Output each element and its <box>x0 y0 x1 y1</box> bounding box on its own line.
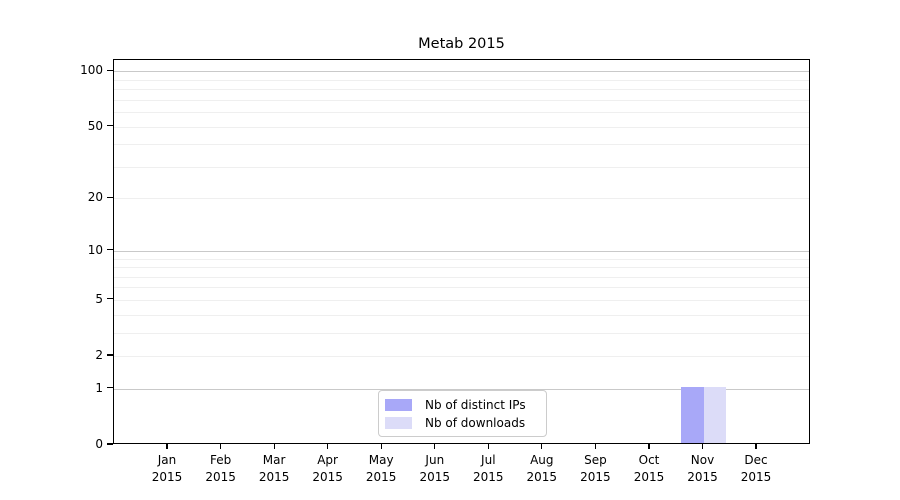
x-tick-label: Jun 2015 <box>419 453 451 484</box>
y-tick-mark <box>107 387 113 389</box>
y-tick-label: 2 <box>95 348 103 362</box>
x-tick-mark <box>380 444 382 449</box>
gridline-y-70 <box>114 99 809 101</box>
legend: Nb of distinct IPs Nb of downloads <box>378 390 547 437</box>
x-tick-mark <box>648 444 650 449</box>
x-tick-label: Dec 2015 <box>740 453 772 484</box>
gridline-y-50 <box>114 126 809 128</box>
gridline-y-100 <box>114 71 809 73</box>
x-tick-mark <box>327 444 329 449</box>
x-tick-label: Mar 2015 <box>258 453 290 484</box>
gridline-y-30 <box>114 166 809 168</box>
x-tick-mark <box>220 444 222 449</box>
plot-area <box>113 59 810 444</box>
x-tick-mark <box>166 444 168 449</box>
gridline-y-10 <box>114 250 809 252</box>
gridline-y-9 <box>114 258 809 260</box>
y-tick-label: 100 <box>80 63 103 78</box>
gridline-y-20 <box>114 198 809 200</box>
legend-swatch <box>385 417 412 429</box>
gridline-y-3 <box>114 332 809 334</box>
x-tick-mark <box>273 444 275 449</box>
x-tick-label: May 2015 <box>365 453 397 484</box>
x-tick-label: Nov 2015 <box>687 453 718 484</box>
gridline-y-6 <box>114 287 809 289</box>
gridline-y-7 <box>114 276 809 278</box>
gridline-y-2 <box>114 356 809 357</box>
y-tick-mark <box>107 354 113 356</box>
gridline-y-40 <box>114 144 809 146</box>
gridline-y-1 <box>114 388 809 390</box>
y-tick-label: 50 <box>87 118 103 133</box>
gridline-y-60 <box>114 112 809 114</box>
gridline-y-8 <box>114 267 809 268</box>
x-tick-label: Oct 2015 <box>633 453 665 484</box>
x-tick-mark <box>701 444 704 449</box>
x-tick-mark <box>755 444 757 449</box>
chart-title: Metab 2015 <box>418 36 505 52</box>
y-tick-mark <box>107 298 113 300</box>
x-tick-mark <box>541 444 543 449</box>
y-tick-mark <box>107 443 113 445</box>
gridline-y-80 <box>114 89 809 91</box>
y-tick-label: 5 <box>95 291 103 306</box>
legend-swatch <box>385 399 412 411</box>
x-tick-label: Feb 2015 <box>205 453 236 484</box>
x-tick-mark <box>487 444 489 449</box>
y-tick-mark <box>107 125 113 127</box>
y-tick-mark <box>107 196 113 198</box>
x-tick-label: Sep 2015 <box>580 453 611 484</box>
x-tick-mark <box>594 444 596 449</box>
y-tick-mark <box>107 249 113 251</box>
y-tick-label: 20 <box>87 190 103 205</box>
x-tick-label: Aug 2015 <box>526 453 558 484</box>
y-tick-label: 1 <box>95 380 103 395</box>
y-tick-mark <box>107 69 113 71</box>
x-tick-label: Apr 2015 <box>312 453 343 484</box>
x-tick-mark <box>434 444 436 449</box>
x-tick-label: Jul 2015 <box>473 453 504 484</box>
legend-item: Nb of downloads <box>385 415 538 431</box>
y-tick-label: 0 <box>95 437 103 451</box>
legend-item-label: Nb of downloads <box>425 416 526 430</box>
bar-nb-of-distinct-ips <box>681 386 704 443</box>
legend-item: Nb of distinct IPs <box>385 397 538 413</box>
y-tick-label: 10 <box>87 242 103 257</box>
x-tick-label: Jan 2015 <box>151 453 183 484</box>
gridline-y-4 <box>114 314 809 316</box>
bar-nb-of-downloads <box>703 386 726 443</box>
legend-item-label: Nb of distinct IPs <box>425 398 526 412</box>
gridline-y-5 <box>114 299 809 301</box>
gridline-y-90 <box>114 79 809 81</box>
